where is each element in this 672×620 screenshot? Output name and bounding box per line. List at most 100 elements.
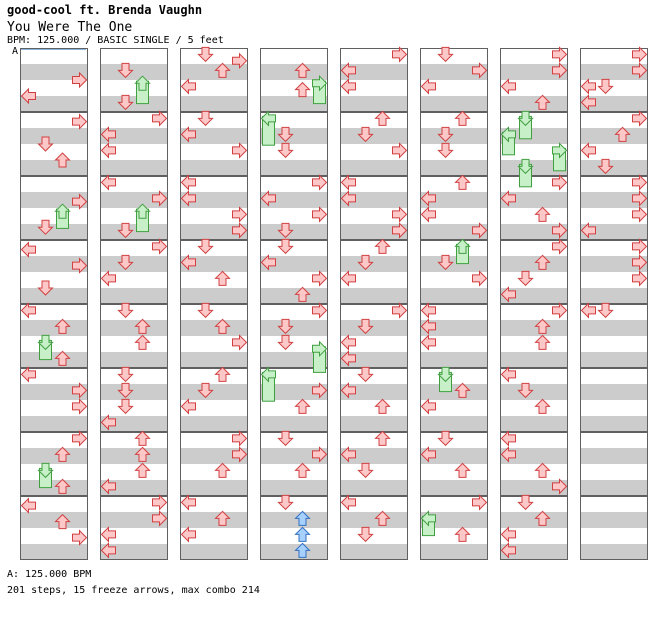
beat-stripe [340, 64, 408, 80]
chart-column [580, 48, 648, 560]
arrow-head-icon [500, 190, 516, 207]
arrow-head-icon [552, 142, 568, 159]
arrow-head-icon [632, 62, 648, 79]
step-arrow-down [437, 430, 454, 447]
step-arrow-right [392, 206, 408, 223]
beat-stripe [100, 480, 168, 496]
arrow-head-icon [294, 526, 311, 542]
step-arrow-right [152, 110, 168, 127]
step-arrow-right [312, 270, 328, 287]
step-arrow-down [37, 462, 54, 489]
beat-stripe [20, 480, 88, 496]
arrow-head-icon [500, 430, 516, 447]
arrow-head-icon [214, 510, 231, 526]
beat-stripe [20, 544, 88, 560]
beat-stripe [580, 224, 648, 240]
beat-stripe [580, 64, 648, 80]
step-arrow-right [632, 206, 648, 223]
step-arrow-down [277, 222, 294, 239]
step-arrow-left [20, 366, 36, 383]
measure-box [100, 176, 168, 240]
section-marker: A [12, 46, 19, 57]
arrow-head-icon [392, 302, 408, 319]
step-arrow-down [277, 430, 294, 447]
arrow-head-icon [54, 152, 71, 168]
step-arrow-down [437, 46, 454, 63]
beat-stripe [580, 352, 648, 368]
measure-box [500, 304, 568, 368]
step-arrow-left [100, 174, 116, 191]
arrow-head-icon [517, 270, 534, 287]
step-arrow-up [374, 398, 391, 414]
step-arrow-up [214, 366, 231, 382]
arrow-head-icon [374, 398, 391, 414]
beat-stripe [180, 448, 248, 464]
arrow-head-icon [37, 280, 54, 296]
measure-box [340, 240, 408, 304]
step-arrow-up [214, 510, 231, 526]
arrow-head-icon [117, 302, 134, 319]
beat-stripe [420, 288, 488, 304]
beat-stripe [260, 384, 328, 400]
beat-stripe [100, 384, 168, 400]
arrow-head-icon [72, 113, 88, 130]
arrow-head-icon [277, 334, 294, 351]
arrow-head-icon [552, 478, 568, 495]
arrow-head-icon [552, 62, 568, 79]
step-arrow-up [134, 430, 151, 446]
step-arrow-left [340, 334, 356, 351]
measure-box [420, 240, 488, 304]
arrow-head-icon [277, 222, 294, 239]
step-arrow-left [500, 542, 516, 559]
beat-stripe [260, 192, 328, 208]
arrow-head-icon [294, 81, 311, 98]
arrow-head-icon [632, 190, 648, 207]
arrow-head-icon [454, 110, 471, 126]
arrow-head-icon [597, 158, 614, 175]
measure-box [580, 176, 648, 240]
step-arrow-right [632, 46, 648, 63]
arrow-head-icon [500, 542, 516, 559]
measure-box [100, 496, 168, 560]
step-arrow-left [580, 94, 596, 111]
measure-box [100, 304, 168, 368]
step-arrow-right [552, 238, 568, 255]
arrow-head-icon [312, 302, 328, 319]
arrow-head-icon [134, 334, 151, 350]
arrow-head-icon [72, 382, 88, 399]
chart-column [20, 48, 88, 560]
beat-stripe [20, 448, 88, 464]
step-arrow-down [277, 126, 294, 143]
step-arrow-up [54, 318, 71, 334]
step-arrow-right [312, 340, 328, 373]
step-arrow-down [277, 494, 294, 511]
step-arrow-up [534, 398, 551, 414]
arrow-head-icon [500, 78, 516, 95]
beat-stripe [260, 64, 328, 80]
beat-stripe [100, 224, 168, 240]
step-arrow-down [517, 382, 534, 399]
measure-box [20, 112, 88, 176]
step-arrow-left [580, 78, 596, 95]
step-arrow-down [117, 398, 134, 415]
measure-box [180, 304, 248, 368]
measure-box [180, 496, 248, 560]
arrow-head-icon [472, 494, 488, 511]
step-arrow-down [357, 126, 374, 143]
step-arrow-left [420, 398, 436, 415]
measure-box [420, 432, 488, 496]
step-arrow-right [552, 142, 568, 172]
step-arrow-down [117, 382, 134, 399]
arrow-head-icon [437, 126, 454, 143]
beat-stripe [580, 480, 648, 496]
measure-box [500, 496, 568, 560]
arrow-head-icon [232, 206, 248, 223]
step-arrow-up [534, 334, 551, 350]
arrow-head-icon [632, 110, 648, 127]
chart-column [180, 48, 248, 560]
arrow-head-icon [534, 398, 551, 414]
beat-stripe [500, 160, 568, 176]
beat-stripe [340, 288, 408, 304]
step-arrow-left [420, 206, 436, 223]
measure-box [500, 240, 568, 304]
